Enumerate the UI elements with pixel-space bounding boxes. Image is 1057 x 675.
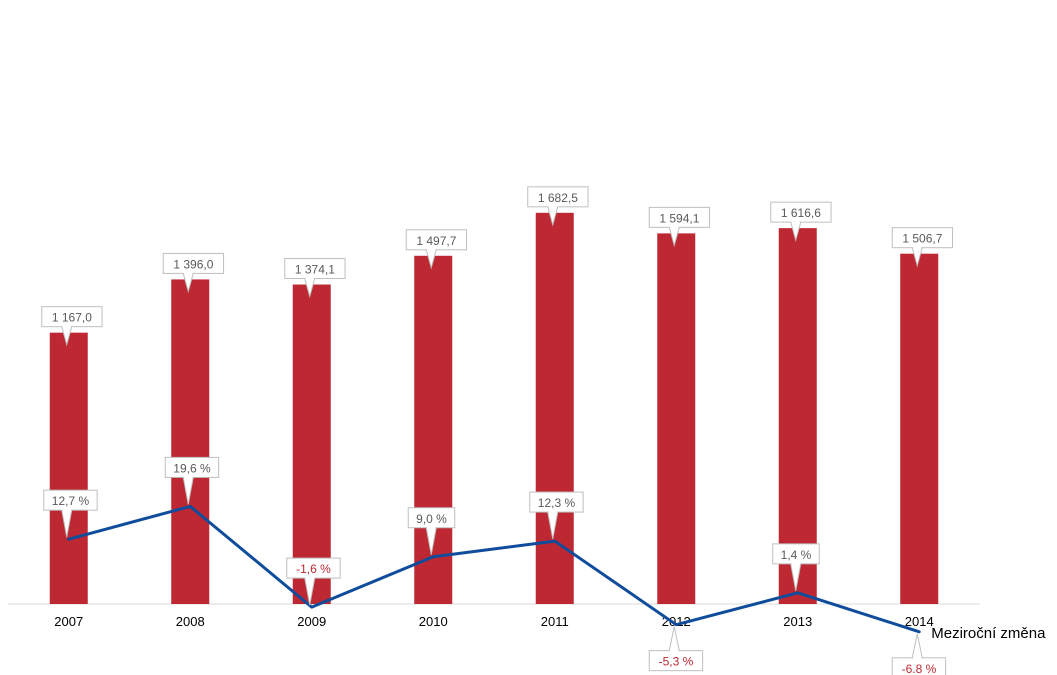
data-label-text: 12,3 %: [538, 496, 576, 510]
data-label-text: 1 374,1: [295, 263, 335, 277]
data-label-box: [891, 227, 954, 249]
data-label-text: 1 682,5: [538, 191, 578, 205]
data-label-box: [405, 229, 468, 251]
data-label-text: -5,3 %: [659, 655, 694, 669]
category-label-2009: 2009: [297, 614, 326, 629]
data-label-text: -1,6 %: [296, 562, 331, 576]
data-label-pointer: [182, 477, 194, 505]
line-series-mezirocni-zmena: [67, 504, 921, 634]
data-label-text: -6.8 %: [902, 662, 937, 675]
data-label-pointer: [911, 633, 923, 658]
data-label-pointer: [425, 249, 437, 270]
data-label-line-2013: 1,4 %: [772, 543, 820, 591]
data-label-line-2010: 9,0 %: [407, 507, 456, 555]
data-label-pointer: [182, 273, 194, 294]
data-label-text: 1 616,6: [781, 206, 821, 220]
category-label-2010: 2010: [419, 614, 448, 629]
data-label-text: 1 396,0: [173, 257, 213, 271]
category-label-2011: 2011: [541, 614, 569, 629]
bar-2010: [414, 255, 453, 605]
data-label-bar-2008: 1 396,0: [162, 252, 225, 294]
data-label-line-2009: -1,6 %: [286, 557, 341, 606]
data-label-pointer: [304, 278, 316, 299]
data-label-box: [527, 186, 589, 208]
bar-2007: [49, 332, 88, 604]
data-label-bar-2014: 1 506,7: [891, 227, 954, 268]
callouts-layer: 1 167,0 1 396,0 1 374,1 1 497,7 1 682,5 1 594…: [41, 186, 954, 675]
data-label-bar-2011: 1 682,5: [527, 186, 589, 227]
data-label-text: 1 497,7: [416, 234, 456, 248]
data-label-pointer: [547, 511, 559, 540]
category-label-2013: 2013: [783, 614, 812, 629]
bar-2009: [292, 284, 331, 604]
data-label-bar-2012: 1 594,1: [648, 206, 711, 248]
data-label-bar-2007: 1 167,0: [41, 306, 103, 347]
category-label-2012: 2012: [662, 614, 691, 629]
data-label-box: [284, 258, 346, 280]
data-label-pointer: [668, 626, 680, 651]
data-label-pointer: [668, 227, 680, 248]
bar-2014: [900, 253, 939, 604]
data-label-pointer: [790, 563, 802, 591]
category-label-2014: 2014: [905, 614, 934, 629]
data-label-text: 9,0 %: [416, 512, 447, 526]
data-label-pointer: [61, 326, 73, 347]
bars-layer: [49, 212, 939, 605]
data-label-pointer: [304, 578, 316, 606]
category-labels: 2007 2008 2009 2010 2011 2012 2013 2014: [54, 614, 933, 629]
category-label-2007: 2007: [54, 614, 83, 629]
bar-2011: [535, 212, 574, 604]
data-label-pointer: [790, 222, 802, 243]
data-label-pointer: [911, 247, 923, 268]
data-label-text: 1 506,7: [902, 232, 942, 246]
data-label-box: [41, 306, 103, 328]
data-label-line-2012: -5,3 %: [648, 626, 704, 672]
category-label-2008: 2008: [176, 614, 205, 629]
data-label-text: 19,6 %: [173, 461, 211, 475]
bar-2008: [171, 279, 210, 604]
data-label-pointer: [547, 206, 559, 227]
data-label-text: 1 594,1: [659, 211, 699, 225]
data-label-line-2011: 12,3 %: [529, 491, 584, 540]
data-label-line-2008: 19,6 %: [164, 456, 220, 505]
data-label-pointer: [61, 510, 73, 538]
bar-2013: [778, 228, 817, 604]
data-label-text: 1,4 %: [781, 548, 812, 562]
data-label-line-2014: -6.8 %: [891, 633, 947, 675]
data-label-box: [648, 206, 711, 228]
data-label-text: 12,7 %: [52, 494, 90, 508]
data-label-box: [162, 252, 225, 274]
data-label-text: 1 167,0: [52, 311, 92, 325]
data-label-pointer: [425, 527, 437, 555]
line-series-name: Meziroční změna: [931, 625, 1046, 642]
data-label-box: [770, 201, 832, 223]
data-label-bar-2013: 1 616,6: [770, 201, 832, 243]
data-label-line-2007: 12,7 %: [43, 489, 98, 538]
data-label-bar-2009: 1 374,1: [284, 258, 346, 299]
bar-2012: [657, 233, 696, 604]
data-label-bar-2010: 1 497,7: [405, 229, 468, 270]
line-layer: Meziroční změna: [67, 504, 1046, 642]
